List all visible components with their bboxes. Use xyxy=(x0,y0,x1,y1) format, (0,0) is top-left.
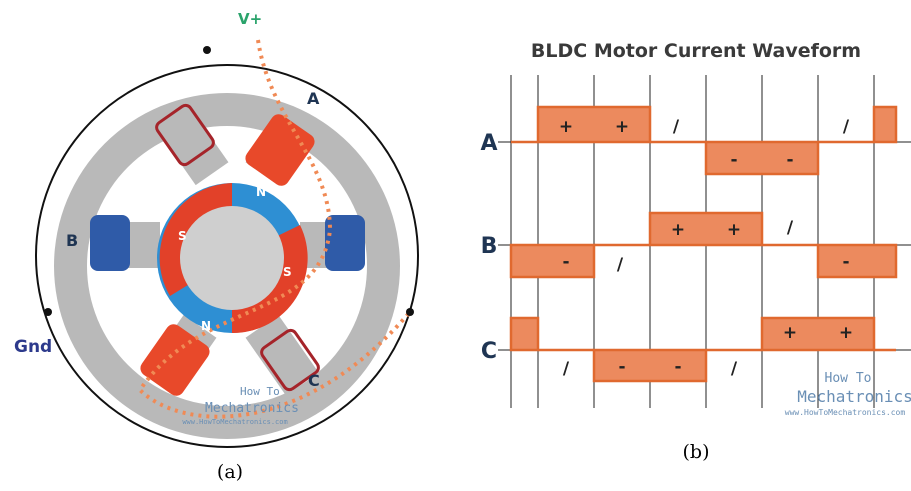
row-label: A xyxy=(480,131,497,156)
segment-label: + xyxy=(839,323,853,343)
watermark: Mechatronics xyxy=(205,401,299,416)
segment-label: - xyxy=(618,357,625,377)
row-label: B xyxy=(481,234,498,259)
chart-title: BLDC Motor Current Waveform xyxy=(531,40,861,62)
figure: V+ Gnd A B C N N S S How To Mechatronics… xyxy=(0,0,911,491)
motor-diagram: V+ Gnd A B C N N S S How To Mechatronics… xyxy=(14,10,418,483)
segment-label: - xyxy=(674,357,681,377)
watermark: How To xyxy=(825,371,872,386)
segment-label: - xyxy=(786,150,793,170)
segment-label: / xyxy=(673,117,680,137)
segment-label: / xyxy=(563,359,570,379)
segment-label: + xyxy=(783,323,797,343)
pole-label: N xyxy=(256,185,266,199)
segment-label: + xyxy=(727,220,741,240)
segment-label: / xyxy=(787,218,794,238)
caption: (b) xyxy=(683,441,710,463)
watermark: How To xyxy=(240,385,280,398)
segment-label: - xyxy=(842,252,849,272)
phase-label: C xyxy=(308,371,320,390)
watermark: www.HowToMechatronics.com xyxy=(182,418,287,426)
segment-label: / xyxy=(731,359,738,379)
pole-label: S xyxy=(178,229,187,243)
segment-label: + xyxy=(671,220,685,240)
segment-label: - xyxy=(730,150,737,170)
segment-label: - xyxy=(562,252,569,272)
pole-label: N xyxy=(201,319,211,333)
caption: (a) xyxy=(217,461,243,483)
segment-label: / xyxy=(617,255,624,275)
row-label: C xyxy=(481,339,497,364)
ground-label: Gnd xyxy=(14,337,52,357)
segment-label: / xyxy=(843,117,850,137)
watermark: www.HowToMechatronics.com xyxy=(785,408,906,417)
segment-label: + xyxy=(615,117,629,137)
pole-label: S xyxy=(283,265,292,279)
watermark: Mechatronics xyxy=(797,387,911,406)
phase-label: B xyxy=(66,231,78,250)
phase-label: A xyxy=(307,89,320,108)
rotor-core xyxy=(180,206,284,310)
waveform: BLDC Motor Current Waveform A B C + + / … xyxy=(480,40,911,463)
supply-label: V+ xyxy=(238,10,262,28)
segment-label: + xyxy=(559,117,573,137)
